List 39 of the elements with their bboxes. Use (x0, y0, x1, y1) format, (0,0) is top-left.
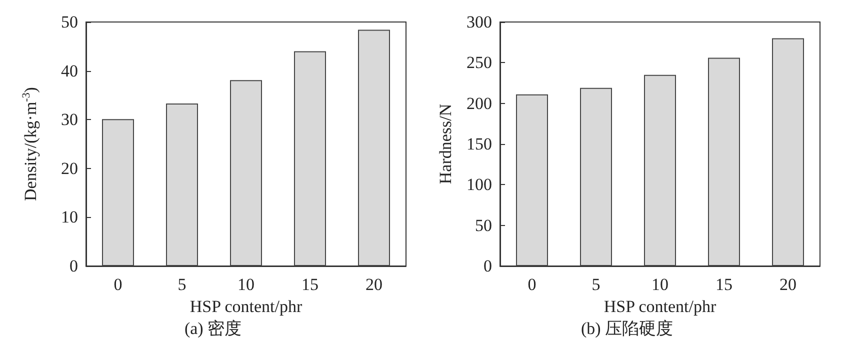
x-tick-label: 10 (238, 275, 254, 294)
y-tick-label: 0 (484, 256, 492, 276)
y-tick-label: 250 (466, 53, 492, 72)
bar (644, 74, 676, 266)
bar (166, 103, 198, 266)
y-axis-title: Hardness/N (436, 104, 455, 184)
y-tick-label: 50 (475, 216, 492, 235)
bar (708, 58, 740, 266)
bar (294, 51, 326, 266)
text: (b) 压陷硬度 (580, 319, 674, 338)
x-tick-label: 0 (528, 275, 536, 294)
x-tick-label: 15 (716, 275, 732, 294)
y-tick-label: 10 (61, 208, 78, 227)
x-tick-label: 15 (302, 275, 318, 294)
y-tick-label: 200 (466, 94, 492, 113)
bar (516, 94, 548, 266)
x-axis-title: HSP content/phr (604, 296, 716, 316)
x-tick-label: 5 (178, 275, 186, 294)
bar (580, 88, 612, 266)
x-tick-label: 20 (780, 275, 796, 294)
y-axis-title: Density/(kg·m-3) (20, 87, 40, 201)
y-tick-label: 300 (466, 12, 492, 32)
bar (358, 30, 390, 266)
bar (102, 119, 134, 266)
y-tick-label: 150 (466, 134, 492, 154)
y-tick-label: 40 (61, 61, 78, 80)
y-tick-label: 30 (61, 110, 78, 130)
x-axis-title: HSP content/phr (190, 296, 302, 316)
y-tick-label: 0 (70, 256, 78, 276)
y-tick-label: 20 (61, 158, 78, 178)
y-tick-label: 50 (61, 12, 78, 32)
x-tick-label: 20 (366, 275, 382, 294)
x-tick-label: 5 (592, 275, 600, 294)
x-tick-label: 0 (114, 275, 122, 294)
y-tick-label: 100 (466, 175, 492, 194)
bar (772, 38, 804, 266)
x-tick-label: 10 (652, 275, 668, 294)
text: (a) 密度 (184, 319, 242, 338)
bar (230, 80, 262, 266)
